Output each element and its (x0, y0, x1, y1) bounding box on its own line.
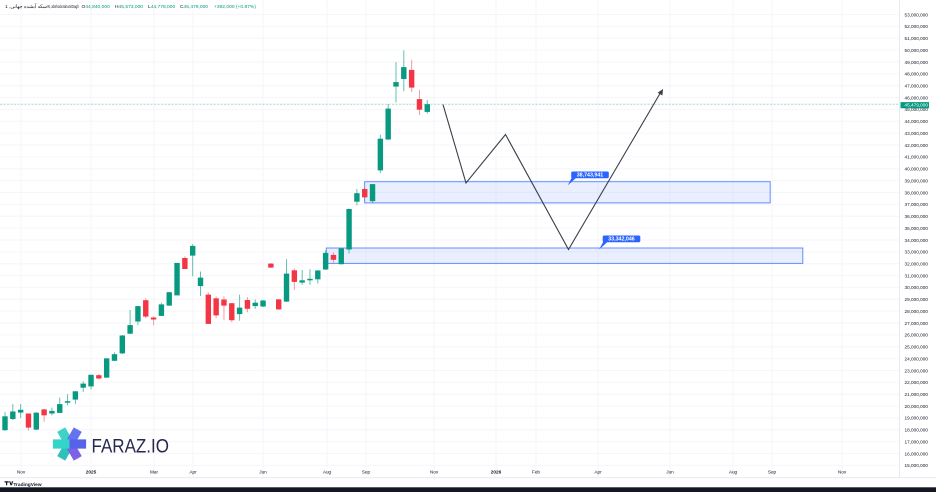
svg-text:48,000,000: 48,000,000 (905, 72, 929, 77)
svg-text:33,000,000: 33,000,000 (905, 250, 929, 255)
svg-text:Jun: Jun (259, 470, 267, 475)
svg-text:26,000,000: 26,000,000 (905, 333, 929, 338)
svg-text:W, abshodeJahaniOtagh: W, abshodeJahaniOtagh (47, 4, 79, 9)
svg-text:33,342,046: 33,342,046 (608, 237, 635, 243)
svg-text:16,000,000: 16,000,000 (905, 451, 929, 456)
svg-text:2025: 2025 (86, 470, 97, 475)
svg-text:49,000,000: 49,000,000 (905, 60, 929, 65)
svg-text:34,000,000: 34,000,000 (905, 238, 929, 243)
svg-text:TradingView: TradingView (13, 482, 41, 488)
svg-text:51,000,000: 51,000,000 (905, 36, 929, 41)
svg-text:23,000,000: 23,000,000 (905, 368, 929, 373)
svg-text:21,000,000: 21,000,000 (905, 392, 929, 397)
svg-text:31,000,000: 31,000,000 (905, 273, 929, 278)
svg-text:Feb: Feb (532, 470, 540, 475)
svg-text:47,000,000: 47,000,000 (905, 84, 929, 89)
svg-text:FARAZ.IO: FARAZ.IO (92, 436, 170, 457)
svg-text:38,000,000: 38,000,000 (905, 190, 929, 195)
svg-text:Apr: Apr (189, 470, 197, 475)
svg-text:52,000,000: 52,000,000 (905, 24, 929, 29)
svg-text:45,000,000: 45,000,000 (905, 107, 929, 112)
svg-text:Apr: Apr (594, 470, 602, 475)
svg-text:36,000,000: 36,000,000 (905, 214, 929, 219)
svg-text:18,000,000: 18,000,000 (905, 428, 929, 433)
svg-text:2026: 2026 (491, 470, 502, 475)
svg-text:28,000,000: 28,000,000 (905, 309, 929, 314)
svg-text:17,000,000: 17,000,000 (905, 439, 929, 444)
svg-text:50,000,000: 50,000,000 (905, 48, 929, 53)
svg-text:22,000,000: 22,000,000 (905, 380, 929, 385)
svg-text:Aug: Aug (323, 470, 332, 475)
svg-text:15,000,000: 15,000,000 (905, 463, 929, 468)
svg-text:39,000,000: 39,000,000 (905, 178, 929, 183)
svg-text:40,000,000: 40,000,000 (905, 167, 929, 172)
svg-text:42,000,000: 42,000,000 (905, 143, 929, 148)
svg-text:Nov: Nov (17, 470, 26, 475)
svg-text:32,000,000: 32,000,000 (905, 261, 929, 266)
svg-text:20,000,000: 20,000,000 (905, 404, 929, 409)
svg-text:25,000,000: 25,000,000 (905, 345, 929, 350)
svg-text:53,000,000: 53,000,000 (905, 12, 929, 17)
svg-text:Jun: Jun (666, 470, 674, 475)
svg-text:29,000,000: 29,000,000 (905, 297, 929, 302)
svg-text:سکه آبشده جهانی, 1: سکه آبشده جهانی, 1 (5, 3, 47, 10)
svg-text:24,000,000: 24,000,000 (905, 356, 929, 361)
svg-text:Mar: Mar (150, 470, 159, 475)
svg-text:L44,778,000: L44,778,000 (148, 4, 175, 10)
svg-text:Sep: Sep (362, 470, 371, 475)
svg-text:37,000,000: 37,000,000 (905, 202, 929, 207)
svg-text:45,479,000: 45,479,000 (905, 103, 929, 108)
svg-text:38,743,941: 38,743,941 (577, 173, 604, 179)
svg-text:Nov: Nov (838, 470, 847, 475)
svg-text:O44,840,000: O44,840,000 (82, 4, 111, 10)
svg-text:27,000,000: 27,000,000 (905, 321, 929, 326)
svg-text:Sep: Sep (768, 470, 777, 475)
svg-text:41,000,000: 41,000,000 (905, 155, 929, 160)
svg-text:H45,573,000: H45,573,000 (115, 4, 143, 10)
svg-text:C45,479,000: C45,479,000 (180, 4, 208, 10)
svg-text:Nov: Nov (430, 470, 439, 475)
svg-text:43,000,000: 43,000,000 (905, 131, 929, 136)
svg-text:Aug: Aug (729, 470, 738, 475)
svg-text:35,000,000: 35,000,000 (905, 226, 929, 231)
svg-text:44,000,000: 44,000,000 (905, 119, 929, 124)
svg-text:+392,000 (+0.87%): +392,000 (+0.87%) (214, 4, 256, 10)
svg-text:19,000,000: 19,000,000 (905, 416, 929, 421)
svg-text:30,000,000: 30,000,000 (905, 285, 929, 290)
svg-text:46,000,000: 46,000,000 (905, 95, 929, 100)
